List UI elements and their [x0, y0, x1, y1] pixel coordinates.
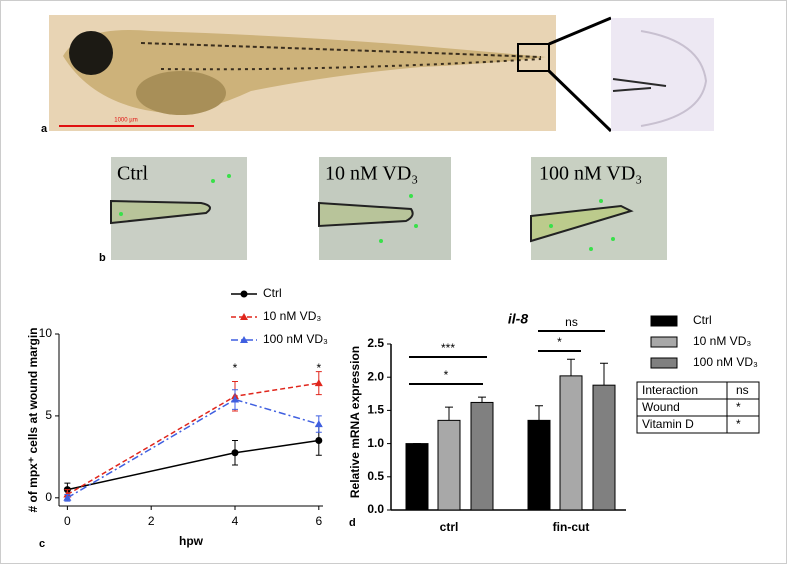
- annotation: *: [316, 361, 321, 375]
- error-bar: [478, 396, 486, 403]
- bar: [559, 375, 583, 511]
- table-value: *: [736, 400, 741, 414]
- error-bar: [567, 358, 575, 376]
- image-caption: 100 nM VD₃: [539, 163, 642, 185]
- legend-label: Ctrl: [263, 286, 282, 300]
- significance-label: *: [444, 368, 449, 382]
- significance-label: ***: [441, 341, 455, 355]
- marker: [63, 493, 72, 501]
- fin-photos: [110, 157, 667, 260]
- marker: [315, 436, 323, 444]
- y-tick-label: 1.0: [367, 436, 384, 450]
- x-axis-label: hpw: [179, 534, 204, 548]
- y-tick-label: 0.5: [367, 469, 384, 483]
- panel-label: a: [41, 123, 48, 135]
- marker: [314, 420, 323, 428]
- panel-label: b: [99, 252, 106, 264]
- marker: [240, 313, 248, 320]
- table-value: ns: [736, 383, 749, 397]
- series-line: [67, 398, 320, 499]
- bar: [405, 443, 429, 511]
- legend-label: 100 nM VD₃: [263, 332, 328, 346]
- marker: [240, 336, 248, 343]
- bar: [470, 401, 494, 511]
- y-tick-label: 0: [45, 490, 52, 504]
- marker: [231, 449, 239, 457]
- table-label: Wound: [642, 400, 680, 414]
- legend-label: 100 nM VD₃: [693, 355, 758, 369]
- error-bar: [600, 362, 608, 386]
- bar: [592, 384, 616, 511]
- significance-label: *: [557, 335, 562, 349]
- annotation: *: [233, 361, 238, 375]
- image-caption: 10 nM VD₃: [325, 163, 418, 185]
- panel-label: c: [39, 538, 45, 550]
- y-tick-label: 0.0: [367, 502, 384, 516]
- error-bar: [535, 405, 543, 421]
- table-label: Vitamin D: [642, 417, 694, 431]
- legend-swatch: [650, 315, 678, 327]
- legend-swatch: [650, 336, 678, 348]
- y-axis-label: Relative mRNA expression: [348, 346, 362, 498]
- scale-bar-label: 1000 µm: [114, 118, 137, 124]
- chart-title: il-8: [508, 311, 528, 327]
- y-tick-label: 2.5: [367, 336, 384, 350]
- panel-label: d: [349, 517, 356, 529]
- x-tick-label: 0: [64, 514, 71, 528]
- fish-photo: [49, 15, 714, 133]
- series-line: [67, 382, 319, 496]
- table-label: Interaction: [642, 383, 698, 397]
- x-tick-label: fin-cut: [553, 520, 590, 534]
- marker: [314, 379, 323, 387]
- marker: [231, 395, 239, 403]
- x-tick-label: ctrl: [440, 520, 459, 534]
- x-tick-label: 6: [315, 514, 322, 528]
- legend-swatch: [650, 357, 678, 369]
- legend-label: 10 nM VD₃: [693, 334, 751, 348]
- image-caption: Ctrl: [117, 163, 149, 185]
- y-tick-label: 5: [45, 408, 52, 422]
- series-line: [67, 439, 319, 491]
- y-tick-label: 1.5: [367, 403, 384, 417]
- table-value: *: [736, 417, 741, 431]
- bar: [527, 419, 551, 511]
- error-bar: [445, 406, 453, 421]
- bar: [437, 419, 461, 511]
- y-tick-label: 2.0: [367, 369, 384, 383]
- legend-label: 10 nM VD₃: [263, 309, 321, 323]
- significance-label: ns: [565, 315, 578, 329]
- y-tick-label: 10: [39, 326, 53, 340]
- table-cell: [636, 415, 760, 434]
- marker: [240, 290, 248, 298]
- x-tick-label: 4: [232, 514, 239, 528]
- x-tick-label: 2: [148, 514, 155, 528]
- legend-label: Ctrl: [693, 313, 712, 327]
- y-axis-label: # of mpx⁺ cells at wound margin: [26, 327, 40, 512]
